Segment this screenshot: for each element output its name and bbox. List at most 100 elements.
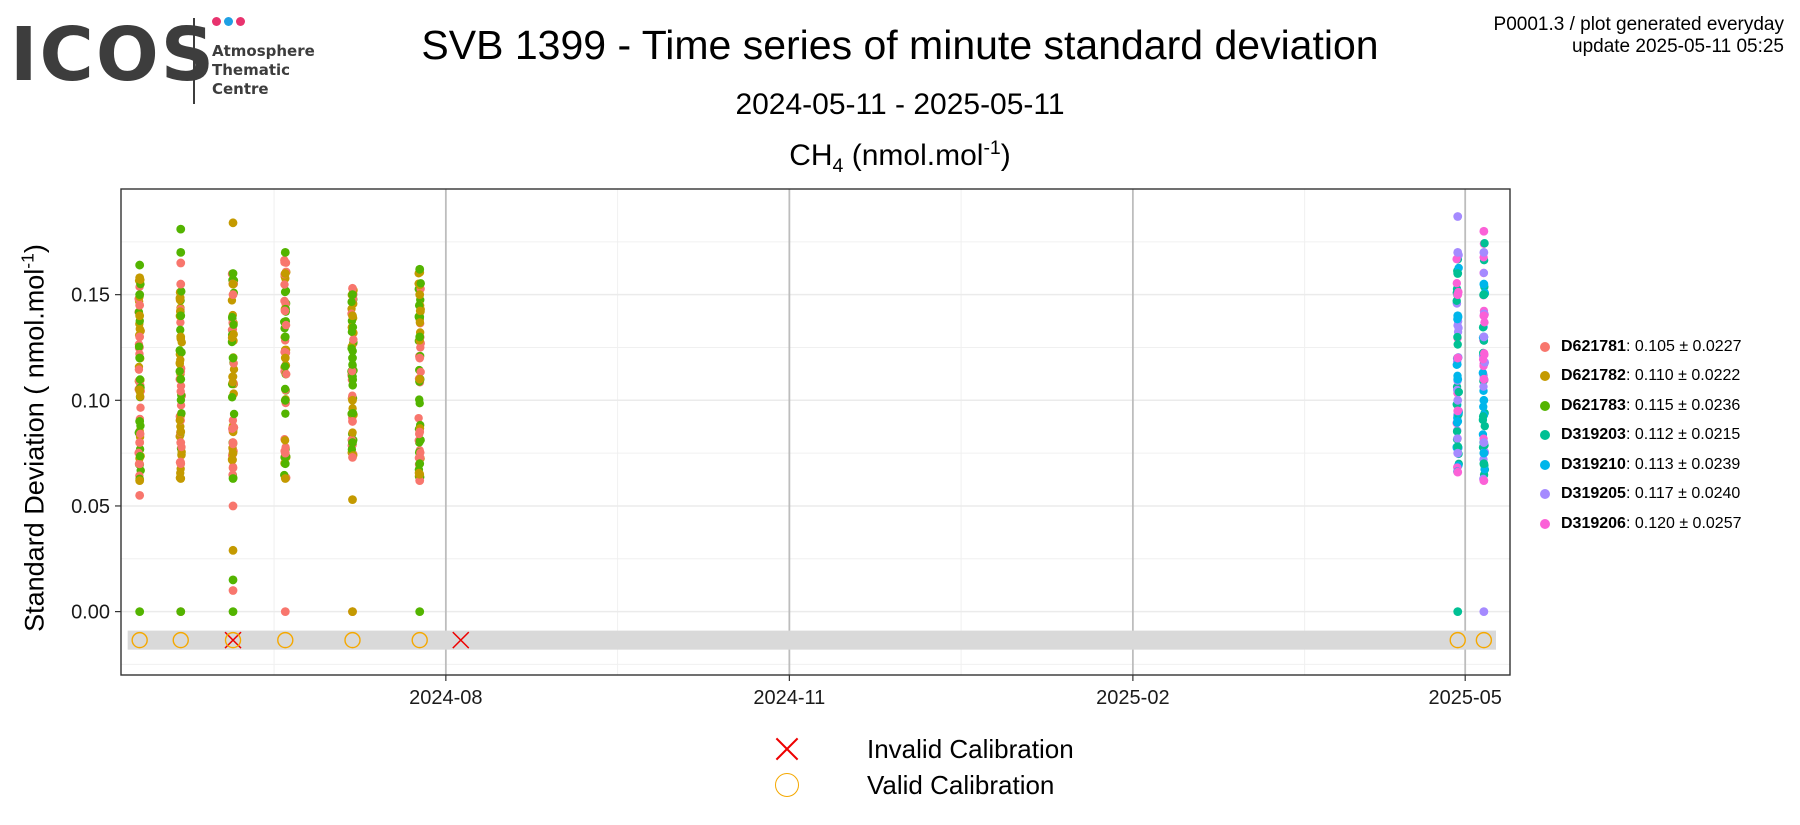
data-point-d621782 (348, 607, 357, 617)
data-point-d621783 (415, 332, 425, 342)
data-point (1453, 340, 1462, 349)
data-point (176, 325, 185, 335)
data-point (1480, 350, 1489, 359)
data-point-d621782 (176, 427, 186, 437)
invalid-calibration-label: Invalid Calibration (867, 733, 1074, 764)
data-point (280, 436, 290, 445)
data-point-d621783 (176, 374, 186, 384)
data-point (177, 287, 186, 296)
legend-entry: D621782: 0.110 ± 0.0222 (1540, 362, 1742, 392)
data-point (134, 365, 144, 374)
data-point (1479, 268, 1489, 278)
valid-calibration-marker (131, 631, 148, 649)
data-point-d621782 (228, 448, 238, 458)
data-point-d621781 (228, 463, 238, 473)
data-point-d621783 (348, 290, 357, 300)
y-tick-label: 0.05 (71, 496, 110, 518)
legend-dot-icon (1540, 400, 1550, 411)
data-point-d319206 (1479, 476, 1489, 485)
legend-invalid-calibration: Invalid Calibration (770, 731, 1074, 767)
legend-dot-icon (1540, 430, 1550, 441)
data-point-d621781 (228, 586, 238, 595)
data-point-d621781 (135, 300, 145, 310)
data-point-d319203 (1479, 290, 1489, 300)
meta-update: update 2025-05-11 05:25 (1572, 36, 1784, 57)
data-point (228, 378, 237, 387)
data-point (1452, 279, 1462, 288)
data-point (134, 459, 144, 468)
data-point (415, 399, 424, 408)
data-point-d621783 (176, 224, 186, 234)
data-point (175, 416, 184, 425)
legend-entry: D319203: 0.112 ± 0.0215 (1540, 421, 1742, 451)
data-point-d319206 (1453, 353, 1463, 363)
data-point-d621783 (415, 607, 425, 617)
data-point-d621782 (415, 290, 425, 300)
data-point (1453, 434, 1462, 443)
data-point (347, 366, 357, 376)
panel-gas: CH (789, 139, 833, 172)
data-point (227, 455, 237, 464)
data-point-d319206 (1453, 406, 1463, 416)
data-point (416, 279, 425, 288)
data-point-d319210 (1453, 374, 1463, 384)
data-point-d621783 (280, 395, 290, 405)
data-point-d621783 (135, 353, 145, 363)
data-point-d621781 (348, 417, 357, 426)
legend-dot-icon (1540, 371, 1550, 382)
valid-calibration-marker (224, 631, 242, 649)
data-point-d621782 (228, 545, 238, 555)
data-point (176, 387, 185, 396)
valid-calibration-marker (172, 631, 189, 649)
logo-subtitle: Atmosphere Thematic Centre (212, 42, 315, 99)
data-point (229, 365, 239, 374)
panel-unit-end: ) (1000, 139, 1011, 172)
data-point (176, 318, 185, 327)
data-point (280, 258, 289, 267)
data-point-d621783 (176, 607, 186, 617)
legend-series-name: D319206 (1561, 514, 1626, 532)
data-point (227, 312, 237, 322)
data-point (135, 375, 145, 384)
panel-gas-subscript: 4 (832, 155, 844, 177)
data-point (177, 409, 186, 418)
legend-entry: D319210: 0.113 ± 0.0239 (1540, 450, 1742, 480)
data-point-d621781 (280, 448, 290, 458)
data-point-d621781 (280, 607, 290, 617)
data-point-d621782 (280, 474, 290, 483)
y-tick-label: 0.00 (71, 602, 110, 624)
data-point-d319203 (1453, 607, 1463, 617)
data-point (1480, 318, 1489, 327)
icos-logo: ICOS Atmosphere Thematic Centre (10, 14, 330, 106)
data-point (1452, 254, 1461, 264)
data-point (280, 384, 290, 394)
data-point-d319205 (1453, 395, 1463, 405)
panel-unit: (nmol.mol (843, 139, 984, 172)
data-point (415, 318, 425, 327)
data-point-d319203 (1479, 459, 1489, 469)
data-point (175, 367, 184, 376)
data-point-d319210 (1479, 395, 1489, 405)
data-point-d621782 (280, 269, 290, 278)
meta-generated: P0001.3 / plot generated everyday (1493, 14, 1784, 35)
data-point-d621782 (135, 311, 145, 321)
data-point-d621783 (135, 290, 145, 300)
logo-divider (193, 18, 195, 104)
data-point-d621781 (176, 279, 186, 289)
data-point-d621781 (348, 452, 357, 462)
data-point-d621783 (176, 247, 186, 257)
data-point (1454, 323, 1463, 333)
data-point-d621782 (176, 474, 186, 483)
legend-dot-icon (1540, 341, 1550, 352)
x-tick-label: 2024-11 (753, 687, 825, 709)
data-point-d621782 (135, 476, 145, 485)
data-point (175, 295, 185, 305)
x-tick-label: 2024-08 (409, 687, 482, 709)
data-point-d621782 (176, 332, 186, 342)
data-point-d621782 (135, 273, 145, 283)
data-point (1480, 239, 1489, 248)
valid-calibration-marker (344, 631, 361, 649)
data-point-d621782 (228, 279, 238, 289)
data-point-d319210 (1479, 448, 1489, 458)
legend-dot-icon (1540, 459, 1550, 470)
